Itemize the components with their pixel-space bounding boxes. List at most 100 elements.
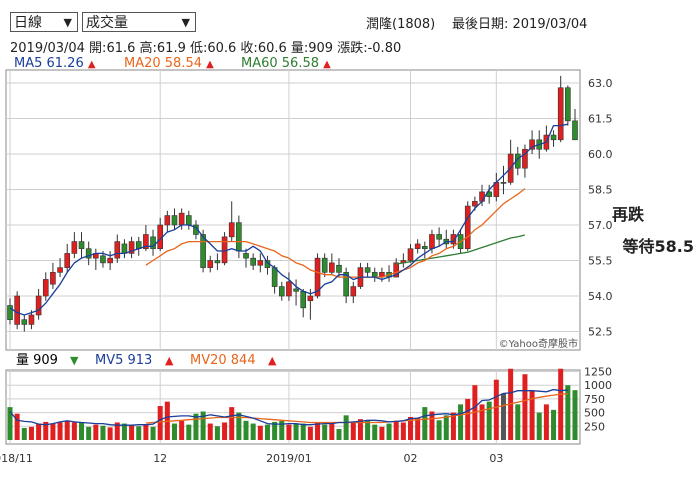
volume-tick-label: 1250 bbox=[584, 366, 612, 379]
volume-bar bbox=[222, 422, 228, 440]
volume-bars bbox=[7, 368, 578, 440]
volume-bar bbox=[79, 422, 85, 440]
candle-body bbox=[500, 182, 507, 184]
volume-bar bbox=[551, 409, 557, 440]
volume-bar bbox=[543, 404, 549, 440]
candle-body bbox=[464, 205, 471, 249]
volume-bar bbox=[415, 418, 421, 440]
candle-body bbox=[14, 295, 20, 325]
candle-body bbox=[257, 260, 264, 266]
quote-line: 2019/03/04 開:61.6 高:61.9 低:60.6 收:60.6 量… bbox=[10, 41, 402, 56]
volume-bar bbox=[57, 422, 63, 440]
candles bbox=[7, 75, 578, 332]
volume-bar bbox=[365, 420, 371, 440]
note-line-2: 等待58.5 bbox=[622, 237, 694, 256]
candle-body bbox=[329, 262, 335, 273]
up-arrow-icon: ▲ bbox=[87, 59, 96, 70]
candle-body bbox=[85, 248, 92, 259]
volume-bar bbox=[479, 404, 485, 440]
candle-body bbox=[472, 201, 478, 207]
volume-bar bbox=[264, 424, 270, 440]
volume-tick-label: 500 bbox=[584, 407, 605, 420]
volume-bar bbox=[207, 423, 213, 440]
volume-bar bbox=[307, 426, 313, 440]
candle-body bbox=[114, 241, 121, 259]
volume-bar bbox=[243, 420, 249, 440]
candle-body bbox=[143, 234, 149, 249]
ma20-value: MA20 58.54 bbox=[124, 56, 202, 71]
period-select-value: 日線 bbox=[14, 15, 42, 31]
volume-bar bbox=[157, 406, 163, 440]
candle-body bbox=[71, 241, 78, 254]
volume-bar bbox=[121, 423, 127, 440]
volume-bar bbox=[107, 427, 113, 440]
candle-body bbox=[64, 253, 71, 268]
ma-lines bbox=[9, 123, 568, 426]
volume-bar bbox=[7, 407, 13, 440]
volume-bar bbox=[558, 368, 564, 440]
candle-body bbox=[422, 246, 428, 249]
time-tick-label: 02 bbox=[404, 452, 418, 465]
chevron-down-icon: ▼ bbox=[181, 16, 190, 29]
volume-bar bbox=[193, 413, 199, 440]
volume-bar bbox=[572, 390, 578, 440]
volume-bar bbox=[386, 423, 392, 440]
candle-body bbox=[572, 120, 578, 141]
candle-body bbox=[100, 255, 106, 264]
volume-bar bbox=[43, 421, 49, 440]
candle-body bbox=[479, 191, 485, 202]
volume-tick-label: 250 bbox=[584, 420, 605, 433]
volume-bar bbox=[229, 407, 235, 440]
candle-body bbox=[350, 286, 357, 297]
candle-body bbox=[286, 281, 292, 297]
price-tick-label: 57.0 bbox=[588, 219, 613, 232]
candle-body bbox=[214, 260, 221, 264]
note-line-1: 再跌 bbox=[611, 205, 644, 224]
volume-bar bbox=[465, 398, 471, 440]
volume-bar bbox=[136, 426, 142, 440]
period-select[interactable]: 日線 ▼ bbox=[10, 12, 78, 32]
volume-bar bbox=[236, 412, 242, 440]
ma20-line bbox=[145, 188, 526, 278]
volume-bar bbox=[536, 412, 542, 440]
volume-bar bbox=[93, 424, 99, 440]
volume-legend: 量 909 ▼ MV5 913 ▲ MV20 844 ▲ bbox=[16, 353, 277, 368]
candle-body bbox=[371, 272, 378, 278]
candle-body bbox=[128, 241, 135, 254]
mv5-line bbox=[9, 388, 568, 426]
volume-bar bbox=[436, 420, 442, 440]
candle-body bbox=[336, 264, 342, 273]
price-tick-label: 54.0 bbox=[588, 290, 613, 303]
price-tick-label: 55.5 bbox=[588, 255, 613, 268]
up-arrow-icon: ▲ bbox=[206, 59, 214, 70]
candle-body bbox=[78, 241, 85, 249]
candle-body bbox=[407, 248, 414, 261]
volume-bar bbox=[300, 423, 306, 440]
volume-bar bbox=[400, 422, 406, 440]
volume-bar bbox=[179, 420, 185, 440]
volume-bar bbox=[293, 423, 299, 440]
volume-bar bbox=[214, 426, 220, 440]
volume-bar bbox=[522, 374, 528, 440]
volume-bar bbox=[100, 425, 106, 440]
candle-body bbox=[565, 87, 571, 122]
chevron-down-icon: ▼ bbox=[63, 16, 72, 29]
candle-body bbox=[150, 236, 156, 249]
down-arrow-icon: ▼ bbox=[70, 354, 79, 367]
volume-bar bbox=[171, 423, 177, 440]
ma60-line bbox=[396, 234, 526, 265]
mv20-line bbox=[145, 393, 568, 424]
volume-bar bbox=[71, 422, 77, 440]
candle-body bbox=[243, 253, 249, 259]
indicator-select-value: 成交量 bbox=[86, 15, 128, 31]
volume-bar bbox=[343, 415, 349, 440]
indicator-select[interactable]: 成交量 ▼ bbox=[82, 12, 196, 32]
candle-body bbox=[57, 267, 63, 273]
candle-body bbox=[307, 295, 314, 302]
candle-body bbox=[436, 234, 442, 240]
candle-body bbox=[171, 215, 178, 226]
volume-bar bbox=[200, 411, 206, 440]
volume-bar bbox=[357, 419, 363, 440]
candle-body bbox=[343, 272, 349, 297]
